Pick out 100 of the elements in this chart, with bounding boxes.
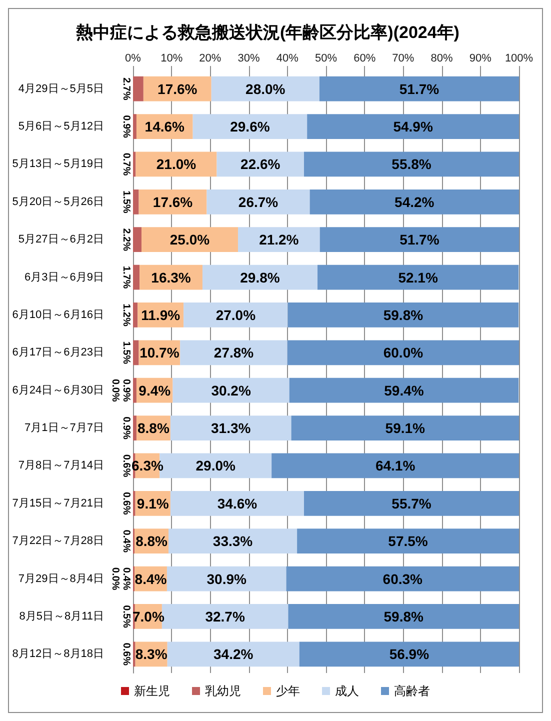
data-label: 34.6%	[217, 495, 258, 512]
data-label: 10.7%	[140, 344, 180, 361]
bar	[170, 490, 304, 516]
data-label: 1.5%	[120, 190, 132, 214]
data-label: 27.0%	[216, 306, 256, 323]
data-label: 16.3%	[151, 269, 192, 286]
bar	[133, 264, 140, 290]
x-tick-label: 10%	[160, 52, 183, 64]
bar	[133, 378, 136, 403]
y-tick-label: 7月15日～7月21日	[12, 497, 104, 510]
data-label: 1.2%	[120, 304, 132, 326]
x-tick-label: 90%	[469, 52, 492, 64]
x-tick-label: 30%	[238, 52, 260, 64]
data-label: 28.0%	[246, 80, 286, 97]
data-label: 0.0%	[110, 378, 120, 402]
y-tick-label: 6月17日～6月23日	[12, 346, 104, 359]
data-label: 17.6%	[152, 194, 194, 210]
data-label: 30.2%	[211, 382, 252, 398]
data-label: 17.6%	[158, 80, 198, 97]
y-tick-label: 7月29日～8月4日	[18, 572, 104, 585]
y-tick-label: 8月5日～8月11日	[19, 610, 104, 622]
bar	[166, 566, 286, 592]
data-label: 57.5%	[388, 533, 428, 550]
x-tick-label: 70%	[392, 52, 414, 64]
legend-label: 高齢者	[394, 684, 430, 698]
data-label: 34.2%	[214, 646, 254, 662]
y-tick-label: 7月8日～7月14日	[18, 460, 104, 472]
data-label: 29.0%	[196, 458, 236, 474]
data-label: 21.2%	[259, 232, 300, 248]
legend-label: 乳幼児	[205, 684, 241, 698]
data-label: 59.4%	[384, 382, 424, 398]
x-tick-label: 60%	[354, 52, 376, 64]
y-tick-label: 6月3日～6月9日	[24, 271, 104, 284]
data-label: 33.3%	[212, 533, 254, 550]
data-label: 21.0%	[156, 156, 197, 172]
data-label: 51.7%	[400, 232, 440, 248]
bar	[133, 76, 144, 102]
data-label: 59.8%	[384, 608, 424, 624]
data-label: 1.5%	[120, 341, 132, 364]
data-label: 29.6%	[230, 118, 270, 135]
bar	[192, 114, 308, 139]
bar	[168, 528, 298, 554]
data-label: 22.6%	[240, 156, 281, 172]
x-tick-label: 80%	[430, 52, 454, 64]
bar	[238, 227, 320, 252]
bar	[272, 453, 519, 478]
bar	[297, 528, 519, 554]
data-label: 8.3%	[135, 646, 168, 662]
data-label: 0.7%	[120, 152, 132, 176]
x-tick-label: 40%	[276, 52, 299, 64]
y-tick-label: 8月12日～8月18日	[12, 648, 104, 660]
bar	[167, 642, 300, 667]
data-label: 55.7%	[392, 495, 432, 512]
y-tick-label: 4月29日～5月5日	[18, 82, 104, 95]
bar	[184, 302, 288, 328]
data-label: 64.1%	[375, 458, 416, 474]
bar	[133, 416, 136, 440]
x-tick-label: 0%	[125, 52, 142, 64]
bar	[288, 604, 519, 629]
y-tick-label: 5月13日～5月19日	[12, 158, 104, 170]
data-label: 8.4%	[134, 570, 168, 587]
data-label: 60.0%	[383, 344, 424, 361]
bar	[307, 114, 519, 139]
data-label: 0.6%	[120, 492, 132, 515]
data-label: 60.3%	[382, 570, 424, 587]
bar	[319, 76, 519, 102]
data-label: 0.4%	[120, 567, 132, 590]
data-label: 0.9%	[120, 378, 132, 402]
data-label: 59.1%	[385, 420, 426, 436]
bar	[291, 416, 519, 440]
data-label: 51.7%	[399, 80, 440, 97]
data-label: 0.0%	[110, 567, 120, 590]
data-label: 55.8%	[392, 156, 432, 172]
bar	[202, 264, 318, 290]
data-label: 0.9%	[120, 115, 132, 138]
data-label: 0.6%	[120, 642, 132, 666]
data-label: 59.8%	[383, 306, 424, 323]
data-label: 0.9%	[120, 416, 132, 440]
data-label: 8.8%	[136, 533, 168, 550]
bar	[289, 378, 519, 403]
data-label: 52.1%	[398, 269, 438, 286]
data-label: 11.9%	[141, 306, 181, 323]
data-label: 32.7%	[205, 608, 246, 624]
bar	[206, 189, 310, 214]
legend-label: 少年	[276, 684, 300, 698]
bar	[133, 152, 136, 177]
data-label: 54.9%	[393, 118, 434, 135]
bar	[133, 189, 139, 214]
bar	[133, 340, 139, 366]
bar	[170, 416, 292, 440]
data-label: 30.9%	[206, 570, 247, 587]
bar	[299, 642, 519, 667]
bar	[287, 340, 519, 366]
data-label: 56.9%	[389, 646, 430, 662]
bar	[133, 114, 136, 139]
bar	[304, 490, 519, 516]
y-tick-label: 6月24日～6月30日	[12, 384, 104, 396]
x-tick-label: 100%	[504, 52, 534, 64]
chart-title: 熱中症による救急搬送状況(年齢区分比率)(2024年)	[75, 23, 460, 42]
y-tick-label: 5月6日～5月12日	[18, 120, 104, 133]
